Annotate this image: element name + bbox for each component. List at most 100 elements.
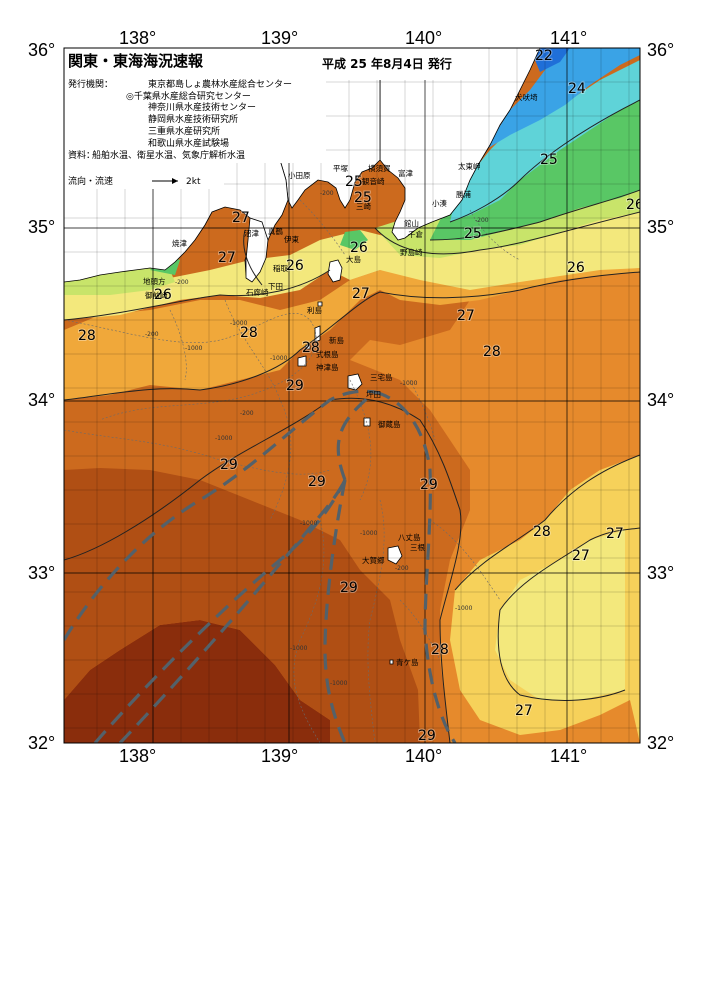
isotherm-label: 29 — [220, 457, 238, 473]
sst-zone-30 — [64, 620, 330, 743]
current-axis-loop — [336, 390, 376, 481]
isotherm-labels: 22 24 25 25 26 26 26 27 27 27 27 28 28 2… — [77, 48, 644, 743]
isotherm-label: 27 — [352, 286, 370, 302]
depth-label: -200 — [240, 410, 254, 417]
isotherm-label: 25 — [540, 152, 558, 168]
lon-label-bottom: 140° — [405, 746, 442, 766]
place-label: 利島 — [307, 305, 322, 315]
isotherm-label: 27 — [457, 308, 475, 324]
depth-label: -1000 — [270, 355, 288, 362]
isotherm-label: 28 — [431, 642, 449, 658]
isotherm-label: 29 — [340, 580, 358, 596]
place-label: 千倉 — [408, 229, 423, 239]
date-background — [326, 48, 486, 80]
issuer-name: 静岡県水産技術研究所 — [148, 113, 238, 125]
depth-contours — [64, 199, 521, 743]
sst-zone-25-sagami — [340, 230, 368, 250]
lat-label-left: 34° — [28, 390, 55, 410]
issuer-name: 和歌山県水産試験場 — [148, 137, 229, 149]
depth-label: -200 — [175, 279, 189, 286]
isotherm-label: 27 — [606, 526, 624, 542]
isotherm-label: 28 — [240, 325, 258, 341]
isotherm-label: 25 — [464, 226, 482, 242]
place-label: 焼津 — [172, 239, 187, 248]
depth-label: -200 — [475, 217, 489, 224]
isotherm-label: 28 — [302, 340, 320, 356]
sst-zone-27-east-inner — [495, 530, 625, 700]
lat-label-right: 36° — [647, 40, 674, 60]
isotherm-label: 29 — [308, 474, 326, 490]
place-label: 太東岬 — [458, 161, 481, 171]
isotherm-label: 26 — [350, 240, 368, 256]
mikurajima-island — [363, 417, 371, 427]
place-label: 青ケ島 — [396, 657, 419, 667]
current-axis-south — [118, 479, 347, 743]
place-label: 坪田 — [366, 390, 381, 399]
place-label: 御前崎 — [145, 290, 168, 300]
depth-label: -1000 — [230, 320, 248, 327]
isotherm-label: 26 — [154, 287, 172, 303]
current-scale-arrowhead — [172, 178, 178, 184]
lon-label-bottom: 141° — [550, 746, 587, 766]
isotherm-label: 25 — [354, 190, 372, 206]
depth-label: -1000 — [290, 645, 308, 652]
depth-label: -1000 — [360, 530, 378, 537]
isotherm-label: 27 — [572, 548, 590, 564]
place-label: 野島崎 — [400, 247, 423, 257]
place-label: 御蔵島 — [378, 419, 401, 429]
lon-label-top: 139° — [261, 28, 298, 48]
current-legend-label: 流向・流速 — [68, 175, 113, 187]
lat-label-right: 32° — [647, 733, 674, 753]
header-panel: 関東・東海海況速報 平成 25 年8月4日 発行 発行機関： 東京都島しょ農林水… — [64, 48, 486, 189]
place-label: 八丈島 — [398, 532, 421, 542]
grid — [64, 48, 640, 743]
place-label: 稲取 — [273, 263, 288, 273]
place-label: 式根島 — [316, 349, 339, 359]
issue-date: 平成 25 年8月4日 発行 — [322, 56, 452, 71]
issuer-name: ◎千葉県水産総合研究センター — [126, 90, 251, 102]
place-label: 石廊崎 — [246, 287, 269, 297]
sst-zone-28b — [64, 250, 640, 400]
depth-label: -1000 — [300, 520, 318, 527]
source-text: 船舶水温、衛星水温、気象庁解析水温 — [92, 149, 245, 161]
header-background — [64, 48, 326, 163]
depth-label: -1000 — [400, 380, 418, 387]
isotherm-label: 26 — [626, 197, 644, 213]
place-label: 観音崎 — [362, 176, 385, 186]
isotherm-label: 25 — [345, 174, 363, 190]
place-label: 大島 — [346, 254, 361, 264]
place-label: 三宅島 — [370, 372, 393, 382]
current-axis-east — [374, 390, 457, 743]
miyakejima-island — [347, 373, 363, 391]
sst-zone-27-north — [64, 200, 640, 320]
place-label: 三根 — [410, 542, 425, 552]
isotherm-label: 29 — [286, 378, 304, 394]
depth-labels: -200 -200 -1000 -200 -1000 -200 -1000 -1… — [145, 190, 489, 687]
isotherm-label: 28 — [483, 344, 501, 360]
current-axis-west — [64, 389, 376, 641]
depth-label: -1000 — [330, 680, 348, 687]
issuer-name: 東京都島しょ農林水産総合センター — [148, 78, 292, 90]
place-label: 新島 — [329, 335, 344, 345]
place-label: 平塚 — [333, 164, 348, 173]
sst-zone-22 — [530, 48, 570, 72]
lat-label-left: 32° — [28, 733, 55, 753]
map-title: 関東・東海海況速報 — [68, 52, 204, 70]
current-scale-value: 2kt — [186, 177, 201, 187]
place-label: 沼津 — [244, 229, 259, 238]
place-label: 富津 — [398, 168, 413, 178]
place-label: 下田 — [268, 282, 283, 291]
place-label: 小田原 — [288, 171, 311, 180]
current-axis-middle — [93, 479, 347, 743]
lat-label-right: 35° — [647, 217, 674, 237]
isotherm-label: 27 — [218, 250, 236, 266]
toshima-island — [317, 301, 323, 307]
issuer-label: 発行機関： — [68, 78, 113, 90]
axis-labels: 138° 139° 140° 141° 138° 139° 140° 141° … — [28, 28, 674, 766]
lat-label-right: 34° — [647, 390, 674, 410]
temperature-field: 22 24 25 25 26 26 26 27 27 27 27 28 28 2… — [64, 48, 644, 743]
lon-label-top: 140° — [405, 28, 442, 48]
aogashima-island — [389, 659, 394, 665]
place-label: 小湊 — [432, 198, 447, 208]
place-label: 大賀郷 — [362, 555, 385, 565]
